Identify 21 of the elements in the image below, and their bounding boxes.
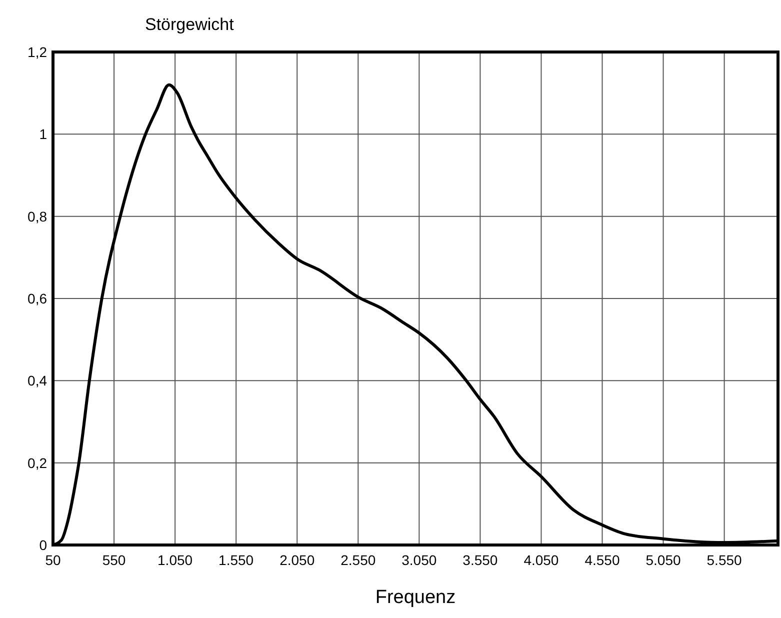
x-tick-label: 3.550	[462, 552, 498, 568]
x-tick-label: 2.050	[280, 552, 315, 568]
y-tick-label: 0	[39, 537, 48, 553]
y-tick-label: 0,4	[28, 372, 48, 389]
x-tick-label: 550	[102, 552, 126, 568]
y-tick-label: 0,6	[28, 290, 48, 306]
y-tick-label: 0,2	[28, 454, 48, 471]
x-axis-title: Frequenz	[375, 587, 456, 608]
x-tick-label: 1.050	[158, 552, 193, 568]
x-tick-label: 2.550	[340, 552, 376, 568]
x-tick-label: 3.050	[402, 552, 437, 568]
x-tick-label: 5.550	[706, 552, 742, 568]
x-tick-label: 5.050	[646, 552, 681, 568]
x-tick-label: 4.050	[524, 552, 559, 568]
x-tick-label: 1.550	[218, 552, 254, 568]
y-tick-label: 0,8	[28, 208, 48, 224]
x-tick-label: 50	[45, 552, 61, 568]
y-tick-label: 1,2	[28, 44, 48, 60]
y-tick-label: 1	[39, 126, 48, 142]
y-axis-title: Störgewicht	[145, 15, 234, 34]
x-tick-label: 4.550	[584, 552, 620, 568]
